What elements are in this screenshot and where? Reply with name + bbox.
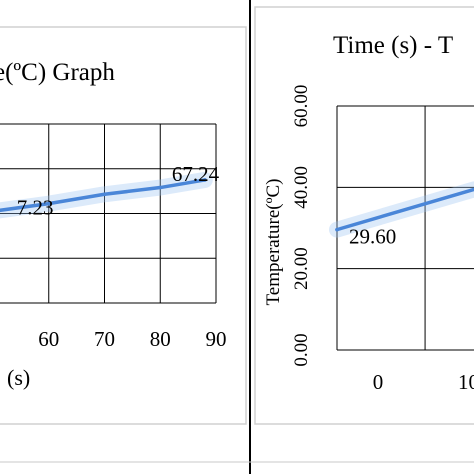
left-chart-title: e(ºC) Graph — [0, 59, 115, 86]
left-x-tick-label: 70 — [94, 327, 115, 351]
right-chart-ylabel: Temperature(ºC) — [263, 179, 284, 306]
left-data-point — [158, 185, 163, 190]
left-data-label: 67.24 — [172, 162, 220, 186]
right-panel-frame — [254, 6, 474, 425]
left-x-tick-label: 90 — [206, 327, 227, 351]
left-panel-frame — [0, 26, 247, 425]
right-y-tick-label: 20.00 — [291, 247, 312, 290]
left-data-point — [203, 178, 207, 182]
left-data-point — [102, 192, 107, 197]
right-x-tick-label: 10 — [458, 370, 474, 394]
left-chart: e(ºC) Graph (s) 60 70 80 90 7.23 67.24 — [0, 59, 227, 390]
left-x-tick-label: 80 — [150, 327, 171, 351]
left-x-tick-label: 60 — [38, 327, 59, 351]
right-chart: Time (s) - T Temperature(ºC) 0.00 20.00 40… — [263, 32, 474, 394]
right-data-label: 29.60 — [349, 225, 396, 249]
left-chart-xlabel: (s) — [7, 365, 30, 390]
left-data-point — [46, 201, 51, 206]
left-data-label: 7.23 — [17, 196, 54, 220]
right-y-tick-label: 60.00 — [291, 85, 312, 128]
right-series-line — [335, 187, 474, 232]
right-y-tick-label: 0.00 — [291, 333, 312, 366]
right-chart-title: Time (s) - T — [333, 32, 453, 59]
right-x-tick-label: 0 — [373, 370, 384, 394]
right-data-point — [335, 227, 339, 232]
right-y-tick-label: 40.00 — [291, 166, 312, 209]
